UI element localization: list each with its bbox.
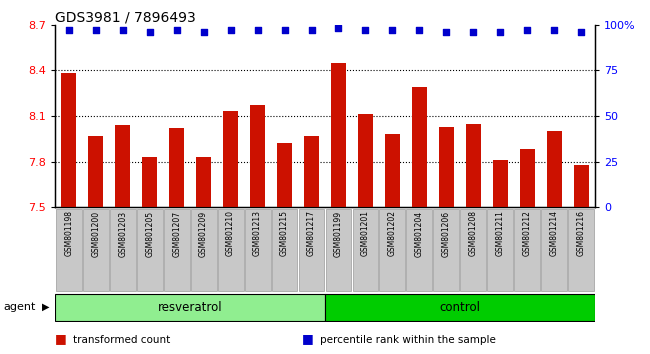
- Bar: [434, 209, 460, 291]
- Bar: [169, 128, 184, 207]
- Bar: [380, 209, 406, 291]
- Bar: [223, 112, 238, 207]
- Bar: [358, 114, 373, 207]
- Point: [90, 27, 101, 33]
- Point: [198, 29, 209, 35]
- Text: ■: ■: [302, 332, 314, 345]
- Point: [64, 27, 74, 33]
- Bar: [196, 157, 211, 207]
- Point: [172, 27, 182, 33]
- Bar: [514, 209, 540, 291]
- Text: control: control: [439, 301, 480, 314]
- Bar: [325, 293, 595, 321]
- Text: ▶: ▶: [42, 302, 49, 312]
- Bar: [61, 73, 76, 207]
- Text: GSM801216: GSM801216: [577, 211, 586, 257]
- Bar: [493, 160, 508, 207]
- Bar: [136, 209, 162, 291]
- Point: [333, 25, 344, 31]
- Bar: [412, 87, 427, 207]
- Bar: [406, 209, 432, 291]
- Text: GSM801208: GSM801208: [469, 211, 478, 257]
- Bar: [568, 209, 594, 291]
- Bar: [218, 209, 244, 291]
- Bar: [88, 136, 103, 207]
- Text: GDS3981 / 7896493: GDS3981 / 7896493: [55, 11, 196, 25]
- Bar: [326, 209, 352, 291]
- Bar: [190, 209, 216, 291]
- Text: GSM801201: GSM801201: [361, 211, 370, 257]
- Text: agent: agent: [3, 302, 36, 312]
- Text: GSM801198: GSM801198: [64, 211, 73, 257]
- Text: GSM801212: GSM801212: [523, 211, 532, 256]
- Bar: [488, 209, 514, 291]
- Bar: [304, 136, 319, 207]
- Point: [360, 27, 370, 33]
- Bar: [460, 209, 486, 291]
- Point: [118, 27, 128, 33]
- Bar: [164, 209, 190, 291]
- Bar: [250, 105, 265, 207]
- Text: GSM801200: GSM801200: [91, 211, 100, 257]
- Bar: [331, 63, 346, 207]
- Bar: [115, 125, 130, 207]
- Bar: [110, 209, 136, 291]
- Text: GSM801203: GSM801203: [118, 211, 127, 257]
- Point: [495, 29, 506, 35]
- Text: transformed count: transformed count: [73, 335, 171, 345]
- Text: GSM801214: GSM801214: [550, 211, 559, 257]
- Point: [280, 27, 290, 33]
- Text: GSM801204: GSM801204: [415, 211, 424, 257]
- Bar: [142, 157, 157, 207]
- Bar: [244, 209, 270, 291]
- Bar: [55, 293, 325, 321]
- Bar: [83, 209, 109, 291]
- Bar: [520, 149, 535, 207]
- Text: GSM801217: GSM801217: [307, 211, 316, 257]
- Text: GSM801211: GSM801211: [496, 211, 505, 256]
- Text: GSM801199: GSM801199: [334, 211, 343, 257]
- Bar: [466, 124, 481, 207]
- Text: GSM801213: GSM801213: [253, 211, 262, 257]
- Text: resveratrol: resveratrol: [158, 301, 222, 314]
- Text: percentile rank within the sample: percentile rank within the sample: [320, 335, 497, 345]
- Point: [441, 29, 452, 35]
- Point: [144, 29, 155, 35]
- Bar: [56, 209, 82, 291]
- Text: GSM801206: GSM801206: [442, 211, 451, 257]
- Point: [306, 27, 317, 33]
- Bar: [385, 134, 400, 207]
- Text: GSM801202: GSM801202: [388, 211, 397, 257]
- Text: ■: ■: [55, 332, 67, 345]
- Bar: [541, 209, 567, 291]
- Point: [549, 27, 560, 33]
- Point: [226, 27, 236, 33]
- Point: [252, 27, 263, 33]
- Bar: [352, 209, 378, 291]
- Bar: [272, 209, 298, 291]
- Point: [468, 29, 478, 35]
- Text: GSM801205: GSM801205: [145, 211, 154, 257]
- Text: GSM801209: GSM801209: [199, 211, 208, 257]
- Point: [387, 27, 398, 33]
- Bar: [547, 131, 562, 207]
- Bar: [574, 165, 589, 207]
- Bar: [298, 209, 324, 291]
- Point: [414, 27, 424, 33]
- Text: GSM801215: GSM801215: [280, 211, 289, 257]
- Text: GSM801210: GSM801210: [226, 211, 235, 257]
- Bar: [277, 143, 292, 207]
- Point: [576, 29, 586, 35]
- Text: GSM801207: GSM801207: [172, 211, 181, 257]
- Bar: [439, 127, 454, 207]
- Point: [522, 27, 532, 33]
